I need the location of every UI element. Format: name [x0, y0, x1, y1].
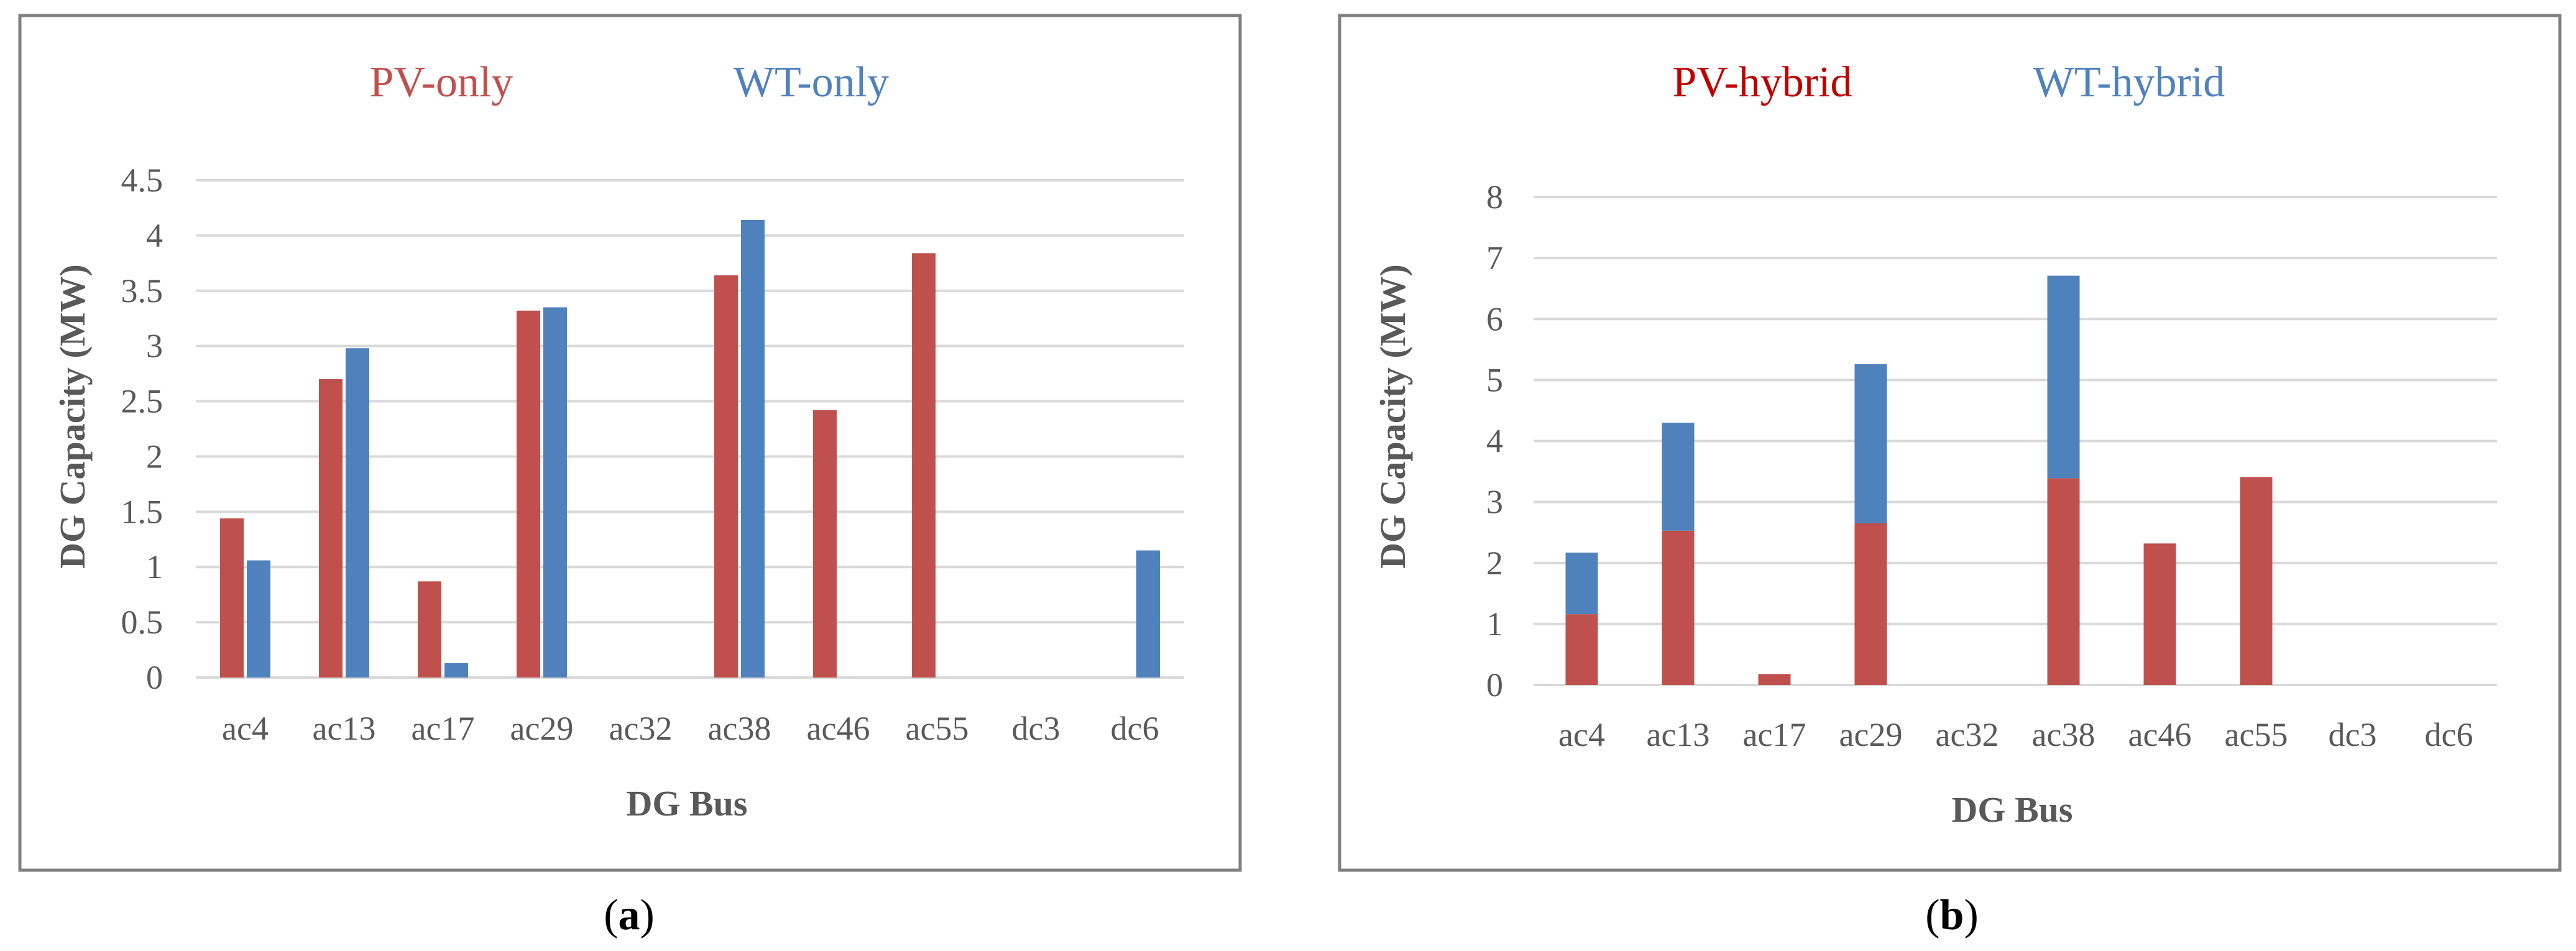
panel-a-bar-pv: [418, 581, 441, 678]
panel-b-bar-segment-wt: [1854, 364, 1887, 523]
panel-b-y-tick-label: 1: [1486, 605, 1503, 643]
panel-a-y-tick-label: 2.5: [121, 383, 163, 420]
panel-b-legend-pv: PV-hybrid: [1672, 58, 1852, 106]
panel-b-caption: (b): [1925, 891, 1979, 939]
panel-a-y-axis-title: DG Capacity (MW): [52, 264, 93, 569]
panel-b-x-tick-label: ac17: [1743, 716, 1806, 753]
panel-b-bar-segment-pv: [1565, 614, 1598, 685]
panel-b-legend-wt: WT-hybrid: [2033, 58, 2225, 106]
panel-a-bar-wt: [741, 220, 765, 678]
panel-b-x-tick-label: ac29: [1839, 716, 1903, 753]
panel-b-y-tick-label: 7: [1486, 239, 1503, 277]
panel-b-y-tick-label: 5: [1486, 361, 1503, 398]
panel-a-bar-pv: [319, 379, 343, 678]
panel-a-bar-pv: [517, 310, 540, 678]
panel-b-x-tick-label: dc6: [2425, 716, 2473, 753]
panel-a-bar-wt: [1136, 550, 1160, 678]
panel-a-y-tick-label: 1.5: [121, 493, 163, 530]
panel-a-x-tick-label: ac38: [708, 710, 771, 747]
panel-a-caption-letter: a: [619, 891, 640, 939]
panel-b-bar-segment-pv: [2143, 543, 2176, 685]
panel-b-bar-segment-wt: [1565, 553, 1598, 615]
panel-a-x-tick-label: ac32: [609, 710, 673, 747]
panel-a-y-tick-label: 0: [146, 659, 163, 696]
panel-b-bar-segment-pv: [1854, 523, 1887, 685]
panel-b-caption-letter: b: [1940, 891, 1964, 939]
panel-a-y-tick-label: 3.5: [121, 272, 163, 310]
panel-b-y-tick-label: 2: [1486, 544, 1503, 582]
panel-a-y-tick-label: 1: [146, 548, 163, 586]
panel-b-x-axis-title: DG Bus: [1951, 789, 2072, 830]
panel-b-y-axis-title: DG Capacity (MW): [1373, 264, 1413, 569]
panel-a-bar-pv: [714, 275, 738, 678]
panel-a-y-tick-label: 3: [146, 328, 163, 365]
panel-a-x-tick-label: dc6: [1111, 710, 1159, 747]
panel-a-y-tick-label: 4: [146, 217, 163, 254]
panel-a-legend-wt: WT-only: [734, 58, 889, 106]
panel-b-x-tick-label: ac38: [2032, 716, 2095, 753]
panel-a-bar-wt: [444, 663, 468, 678]
panel-a-y-tick-label: 4.5: [121, 162, 163, 199]
panel-a-legend-pv: PV-only: [370, 58, 513, 106]
panel-a-caption: (a): [604, 891, 655, 939]
panel-a-x-axis-title: DG Bus: [626, 783, 747, 824]
panel-a-bar-pv: [912, 253, 936, 678]
panel-b-y-tick-label: 3: [1486, 484, 1503, 521]
panel-b-y-tick-label: 8: [1486, 178, 1503, 216]
panel-a-y-tick-label: 0.5: [121, 604, 163, 641]
panel-b-y-tick-label: 0: [1486, 666, 1503, 704]
panel-a: PV-only WT-only 0 0.5 1 1.5 2 2.5 3 3.5 4 4.5 ac4…: [18, 14, 1242, 872]
panel-b-y-tick-label: 6: [1486, 300, 1503, 338]
panel-b-y-tick-labels: 0 1 2 3 4 5 6 7 8: [1486, 178, 1503, 704]
panel-b-bar-segment-wt: [2047, 275, 2080, 479]
panel-b-y-tick-label: 4: [1486, 423, 1503, 460]
panel-b-frame: [1338, 14, 2562, 872]
panel-a-x-tick-label: ac46: [807, 710, 870, 747]
panel-a-x-tick-label: ac4: [222, 710, 269, 747]
panel-b-bar-segment-pv: [1758, 674, 1791, 685]
panel-b-x-tick-label: ac32: [1936, 716, 1999, 753]
panel-a-bar-pv: [813, 410, 837, 678]
panel-a-x-tick-label: ac13: [313, 710, 376, 747]
panel-b-bars: [1565, 275, 2273, 685]
panel-b-x-tick-labels: ac4 ac13 ac17 ac29 ac32 ac38 ac46 ac55 dc3 dc6: [1558, 716, 2473, 753]
panel-b: PV-hybrid WT-hybrid 0 1 2 3 4 5 6 7 8 ac4 ac13 ac1…: [1338, 14, 2562, 872]
panel-a-x-tick-label: dc3: [1012, 710, 1060, 747]
panel-a-y-tick-labels: 0 0.5 1 1.5 2 2.5 3 3.5 4 4.5: [121, 162, 163, 696]
panel-a-bar-pv: [220, 518, 244, 678]
panel-b-x-tick-label: ac46: [2128, 716, 2192, 753]
panel-a-bars: [220, 220, 1160, 678]
panel-b-x-tick-label: ac55: [2225, 716, 2288, 753]
panel-b-bar-segment-pv: [2240, 477, 2273, 685]
panel-a-x-tick-label: ac17: [412, 710, 475, 747]
panel-b-bar-segment-pv: [2047, 478, 2080, 685]
panel-a-frame: [18, 14, 1242, 872]
panel-a-y-tick-label: 2: [146, 438, 163, 475]
panel-a-bar-wt: [543, 307, 567, 678]
panel-a-x-tick-label: ac29: [510, 710, 574, 747]
panel-a-bar-wt: [247, 560, 270, 678]
panel-b-x-tick-label: ac4: [1558, 716, 1605, 753]
panel-a-x-tick-labels: ac4 ac13 ac17 ac29 ac32 ac38 ac46 ac55 dc3 dc6: [222, 710, 1159, 747]
panel-b-bar-segment-wt: [1662, 423, 1695, 531]
panel-b-x-tick-label: ac13: [1647, 716, 1710, 753]
panel-a-bar-wt: [346, 348, 369, 678]
panel-b-bar-segment-pv: [1662, 530, 1695, 685]
panel-b-x-tick-label: dc3: [2329, 716, 2377, 753]
panel-a-x-tick-label: ac55: [906, 710, 969, 747]
